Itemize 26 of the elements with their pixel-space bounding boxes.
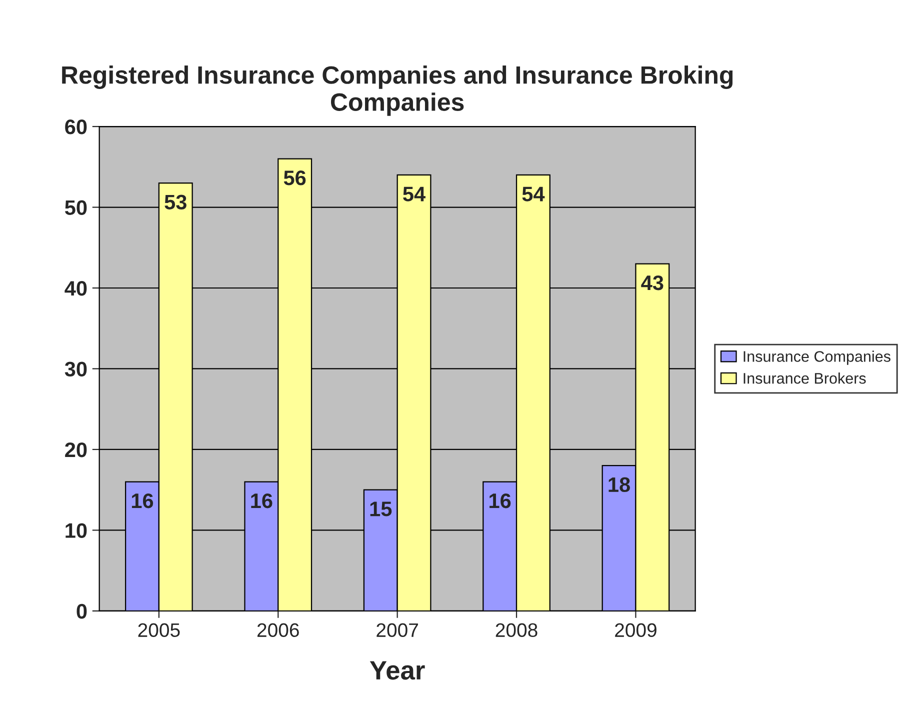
y-tick-label: 50 <box>64 200 87 216</box>
y-tick-label: 60 <box>65 120 87 134</box>
x-tick-label: 2007 <box>376 623 418 638</box>
data-label: 16 <box>251 493 272 508</box>
y-tick-label: 30 <box>64 362 87 377</box>
y-tick-label: 0 <box>76 604 87 619</box>
data-label: 16 <box>132 493 154 508</box>
y-tick-label: 40 <box>64 280 87 296</box>
data-label: 43 <box>641 275 664 290</box>
x-tick-label: 2006 <box>257 623 299 638</box>
data-label: 56 <box>284 170 306 186</box>
x-tick-label: 2009 <box>615 623 656 638</box>
data-label: 18 <box>608 477 630 492</box>
chart-title: Registered Insurance Companies and Insurance Broking Companies <box>62 66 733 116</box>
data-label: 15 <box>370 502 392 516</box>
data-label: 16 <box>490 493 511 508</box>
x-tick-label: 2008 <box>496 623 538 638</box>
x-tick-label: 2005 <box>138 623 180 638</box>
data-label: 54 <box>403 186 426 202</box>
y-tick-label: 20 <box>65 442 87 458</box>
data-label: 54 <box>522 186 545 202</box>
legend-label: Insurance Brokers <box>744 372 866 384</box>
y-tick-label: 10 <box>66 523 87 538</box>
data-label: 53 <box>164 194 186 210</box>
legend-label: Insurance Companies <box>744 350 890 365</box>
x-axis-title: Year <box>370 661 425 680</box>
